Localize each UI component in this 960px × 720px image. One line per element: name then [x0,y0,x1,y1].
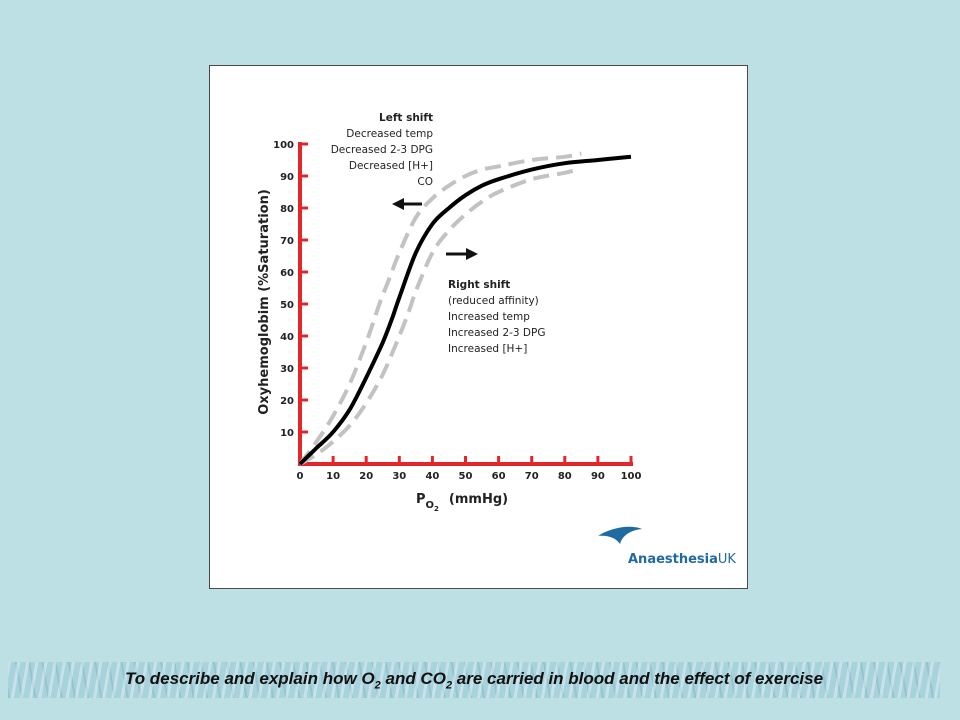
x-tick-label: 90 [591,471,605,482]
shifted-curve-2 [299,167,579,466]
left-shift-line: CO [417,176,433,188]
right-shift-heading: Right shift [448,279,510,291]
x-tick-label: 10 [326,471,340,482]
left-arrow-icon [392,198,422,210]
x-axis-title-subsub: 2 [434,505,439,513]
right-arrow-icon [446,248,478,260]
x-tick-label: 20 [359,471,373,482]
y-tick-label: 10 [280,428,294,439]
x-tick-label: 30 [392,471,406,482]
y-axis-title: Oxyhemoglobim (%Saturation) [257,189,272,415]
left-shift-heading: Left shift [379,112,433,124]
x-axis-title-sub: O [426,500,435,511]
anaesthesia-uk-logo: AnaesthesiaUK [598,526,736,567]
x-tick-label: 100 [621,471,642,482]
y-tick-label: 90 [280,172,294,183]
y-tick-label: 30 [280,364,294,375]
x-axis-title-p: P [416,492,426,507]
right-shift-annotation: Right shift (reduced affinity) Increased… [446,248,545,355]
x-tick-label: 50 [459,471,473,482]
left-shift-line: Decreased 2-3 DPG [331,144,433,156]
y-tick-label: 80 [280,204,294,215]
left-shift-line: Decreased [H+] [349,160,433,172]
y-tick-label: 100 [273,140,294,151]
y-tick-label: 20 [280,396,294,407]
x-tick-label: 80 [558,471,572,482]
figure-panel: 10 20 30 40 50 60 70 80 90 100 0 10 20 30 40 50 60 70 80 90… [209,65,748,589]
x-tick-label: 40 [425,471,439,482]
x-tick-label: 70 [525,471,539,482]
x-tick-label: 60 [492,471,506,482]
chart-axes [298,142,633,466]
objective-banner: To describe and explain how O2 and CO2 a… [8,662,940,698]
shifted-curve-1 [298,151,582,466]
logo-text: AnaesthesiaUK [628,552,736,567]
right-shift-line: (reduced affinity) [448,295,539,307]
y-tick-label: 40 [280,332,294,343]
y-tick-label: 70 [280,236,294,247]
x-axis-title: PO2 (mmHg) [416,492,508,513]
right-shift-line: Increased temp [448,311,530,323]
y-tick-label: 50 [280,300,294,311]
tick-labels: 10 20 30 40 50 60 70 80 90 100 0 10 20 30 40 50 60 70 80 90… [273,140,641,482]
y-tick-label: 60 [280,268,294,279]
right-shift-line: Increased 2-3 DPG [448,327,545,339]
left-shift-line: Decreased temp [346,128,433,140]
normal-curve [298,154,632,466]
banner-text: To describe and explain how O2 and CO2 a… [124,668,824,692]
curves [298,151,632,466]
x-tick-label: 0 [297,471,304,482]
logo-swoosh-icon [598,526,642,544]
oxygen-dissociation-chart: 10 20 30 40 50 60 70 80 90 100 0 10 20 30 40 50 60 70 80 90… [257,112,736,567]
x-axis-title-units: (mmHg) [449,492,508,507]
left-shift-annotation: Left shift Decreased temp Decreased 2-3 … [331,112,433,210]
right-shift-line: Increased [H+] [448,343,527,355]
